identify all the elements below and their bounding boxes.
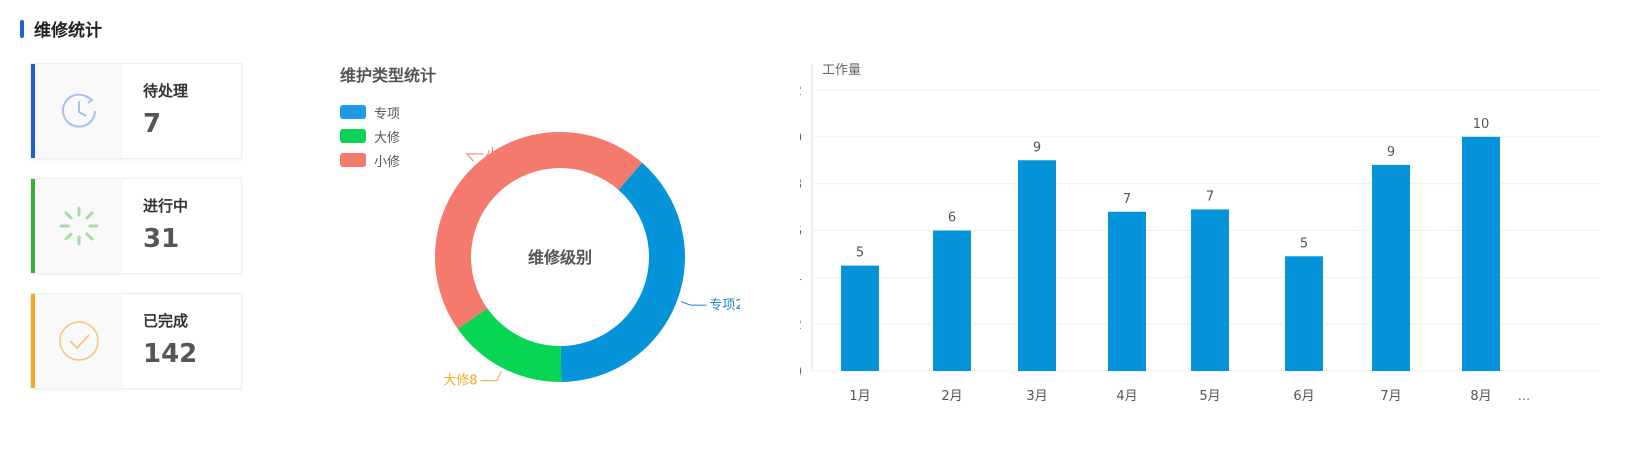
- donut-slice-大修[interactable]: [457, 308, 562, 382]
- legend-label: 小修: [374, 154, 401, 170]
- y-tick-label: 6: [800, 225, 802, 240]
- clock-icon: [62, 93, 97, 128]
- section-header: 维修统计: [20, 16, 102, 41]
- section-accent-bar: [20, 19, 24, 38]
- section-title: 维修统计: [34, 21, 102, 41]
- card-icon-box: [35, 64, 123, 158]
- card-value: 142: [143, 339, 198, 369]
- bar-value-label: 5: [856, 246, 864, 261]
- bar-7月[interactable]: [1372, 164, 1410, 371]
- pie-legend: 专项 大修 小修: [340, 100, 400, 172]
- bar-8月[interactable]: [1462, 136, 1500, 371]
- legend-label: 大修: [374, 130, 401, 146]
- x-axis-more-indicator[interactable]: ...: [1518, 389, 1530, 404]
- card-label: 已完成: [143, 312, 189, 330]
- y-tick-label: 10: [800, 131, 802, 146]
- x-tick-label: 2月: [941, 389, 962, 404]
- x-tick-label: 4月: [1116, 389, 1137, 404]
- x-tick-label: 1月: [849, 389, 870, 404]
- donut-chart: 专项20 大修8 小修24 维修级别: [435, 131, 740, 389]
- donut-center-label: 维修级别: [528, 248, 592, 267]
- y-tick-label: 12: [800, 84, 802, 99]
- card-pending[interactable]: 待处理 7: [30, 63, 242, 159]
- y-tick-label: 0: [800, 365, 802, 380]
- check-circle-icon: [59, 321, 99, 361]
- card-label: 待处理: [143, 82, 189, 100]
- bar-4月[interactable]: [1108, 211, 1146, 371]
- slice-label: 大修8: [443, 374, 477, 389]
- bar-2月[interactable]: [933, 230, 971, 372]
- x-tick-label: 8月: [1470, 389, 1491, 404]
- x-tick-label: 3月: [1026, 389, 1047, 404]
- bar-3月[interactable]: [1018, 160, 1056, 371]
- y-tick-label: 4: [800, 271, 802, 286]
- legend-swatch: [340, 153, 366, 167]
- donut-slice-小修[interactable]: [435, 131, 643, 329]
- x-tick-label: 7月: [1380, 389, 1401, 404]
- slice-leader-line: [465, 153, 483, 162]
- x-tick-label: 5月: [1199, 389, 1220, 404]
- x-tick-label: 6月: [1293, 389, 1314, 404]
- card-value: 31: [143, 224, 180, 254]
- loading-icon: [59, 206, 99, 246]
- slice-leader-line: [680, 301, 707, 306]
- card-accent: [31, 179, 35, 273]
- card-accent: [31, 294, 35, 388]
- bar-chart: 工作量 0 2 4 6 8 10 12 5 1月 6 2月 9 3月 7 4月 7 5月 5 6月 9 7月 10 8月...: [800, 63, 1600, 404]
- slice-label: 小修24: [486, 147, 529, 162]
- legend-label: 专项: [374, 106, 401, 122]
- legend-item[interactable]: 小修: [340, 148, 400, 172]
- card-accent: [31, 64, 35, 158]
- bar-value-label: 7: [1206, 189, 1214, 204]
- pie-chart-title: 维护类型统计: [340, 66, 437, 85]
- card-in-progress[interactable]: 进行中 31: [30, 178, 242, 274]
- bar-6月[interactable]: [1285, 256, 1323, 371]
- y-tick-label: 8: [800, 178, 802, 193]
- legend-item[interactable]: 专项: [340, 100, 400, 124]
- slice-leader-line: [480, 371, 502, 382]
- bar-value-label: 7: [1123, 192, 1131, 207]
- bar-value-label: 9: [1033, 140, 1041, 155]
- bar-value-label: 5: [1300, 236, 1308, 251]
- bar-5月[interactable]: [1191, 209, 1229, 371]
- card-label: 进行中: [143, 197, 189, 215]
- bar-value-label: 6: [948, 211, 956, 226]
- slice-label: 专项20: [709, 298, 740, 313]
- legend-swatch: [340, 105, 366, 119]
- y-axis-title: 工作量: [822, 63, 861, 78]
- donut-slice-专项[interactable]: [560, 162, 685, 382]
- card-value: 7: [143, 109, 162, 139]
- bar-value-label: 10: [1473, 117, 1490, 132]
- card-completed[interactable]: 已完成 142: [30, 293, 242, 389]
- bar-value-label: 9: [1387, 145, 1395, 160]
- legend-swatch: [340, 129, 366, 143]
- legend-item[interactable]: 大修: [340, 124, 400, 148]
- bar-1月[interactable]: [841, 265, 879, 371]
- card-icon-box: [35, 294, 123, 388]
- y-tick-label: 2: [800, 318, 802, 333]
- card-icon-box: [35, 179, 123, 273]
